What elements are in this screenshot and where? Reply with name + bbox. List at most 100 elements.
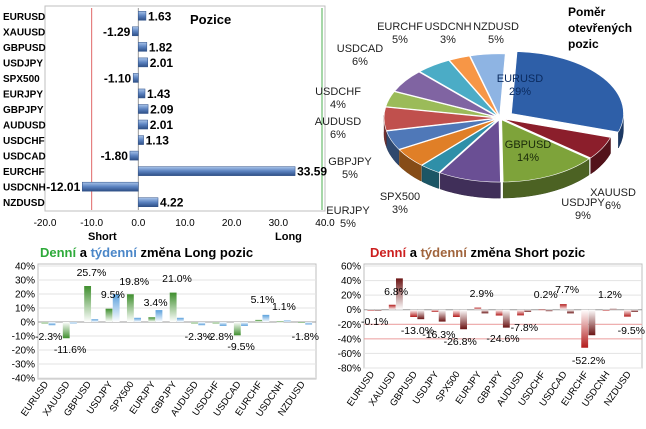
pie-slice-usdcnh <box>449 55 499 117</box>
change-bar <box>438 309 446 322</box>
pie-label-percent: 5% <box>488 34 504 46</box>
pie-label-percent: 6% <box>330 129 346 141</box>
change-bar <box>452 309 460 317</box>
change-bar <box>538 309 546 311</box>
change-bar <box>567 309 574 314</box>
positions-title: Pozice <box>190 12 231 27</box>
position-bar <box>132 73 139 83</box>
data-label: -1.8% <box>292 331 319 343</box>
pie-label-name: AUDUSD <box>315 116 362 128</box>
y-tick-label: -80% <box>338 364 361 375</box>
pie-label-name: USDCHF <box>315 86 361 98</box>
position-value-label: -12.01 <box>46 180 80 194</box>
pie-label-percent: 9% <box>575 210 591 222</box>
y-tick-label: 40% <box>341 276 361 287</box>
position-bar <box>132 26 139 37</box>
positions-x-tick: 0.0 <box>131 218 145 229</box>
pie-slice-audusd <box>383 106 497 131</box>
y-tick-label: -20% <box>338 320 361 331</box>
position-bar <box>138 104 149 114</box>
short-title-daily: Denní <box>370 245 407 260</box>
position-value-label: -1.10 <box>104 71 132 85</box>
data-label: -2.3% <box>35 331 62 343</box>
pie-label-name: XAUUSD <box>590 187 636 199</box>
change-bar <box>624 309 631 317</box>
positions-plot-frame <box>44 5 326 212</box>
positions-x-tick: -10.0 <box>80 218 103 229</box>
position-value-label: -1.29 <box>103 25 131 39</box>
pie-label-name: EURCHF <box>377 21 423 33</box>
change-bar <box>126 294 134 322</box>
position-category-label: EURJPY <box>3 89 43 100</box>
change-bar <box>198 322 206 326</box>
pie-label-percent: 29% <box>509 86 531 98</box>
data-label: 19.8% <box>119 276 149 288</box>
change-bar <box>588 309 596 336</box>
position-category-label: XAUUSD <box>3 27 45 38</box>
pie-label-name: NZDUSD <box>473 21 519 33</box>
data-label: -52.2% <box>572 355 605 367</box>
pie-label-name: EURJPY <box>326 205 370 217</box>
data-label: 1.1% <box>272 301 296 313</box>
pie-slice-usdchf <box>385 91 497 118</box>
change-bar <box>41 322 49 324</box>
pie-title-line-1: Poměr <box>568 5 606 19</box>
positions-x-tick: 20.0 <box>222 218 242 229</box>
pie-label-percent: 3% <box>392 204 408 216</box>
y-tick-label: 20% <box>341 291 361 302</box>
change-bar <box>410 309 418 317</box>
data-label: -11.6% <box>54 344 87 356</box>
change-bar <box>262 314 270 322</box>
data-label: -0.1% <box>361 316 388 328</box>
change-bar <box>169 292 177 322</box>
position-bar <box>138 42 148 52</box>
pie-slice-usdcad <box>394 71 497 118</box>
change-bar <box>298 322 305 323</box>
pie-slice-nzdusd <box>469 53 506 117</box>
y-tick-label: 20% <box>15 290 35 301</box>
long-title-weekly: týdenní <box>91 245 138 260</box>
pie-label-percent: 6% <box>352 56 368 68</box>
change-bar <box>602 309 610 311</box>
data-label: 21.0% <box>162 273 192 285</box>
pie-slice-eurusd <box>511 51 624 133</box>
positions-x-tick: 40.0 <box>315 218 335 229</box>
y-tick-label: -10% <box>12 332 35 343</box>
position-bar <box>138 57 148 68</box>
position-bar <box>138 197 159 207</box>
y-tick-label: 30% <box>15 276 35 287</box>
change-bar <box>176 317 184 322</box>
change-bar <box>91 319 99 322</box>
pie-title-line-2: otevřených <box>568 21 632 35</box>
positions-x-tick: -20.0 <box>34 218 57 229</box>
position-value-label: 1.13 <box>146 134 170 148</box>
position-category-label: EURCHF <box>3 167 45 178</box>
change-bar <box>191 322 198 324</box>
pie-slice-gbpusd <box>501 119 590 183</box>
long-title-and: a <box>76 245 90 260</box>
y-tick-label: -40% <box>12 374 35 385</box>
change-bar <box>581 309 589 348</box>
pie-label-percent: 14% <box>517 152 539 164</box>
change-bar <box>374 309 382 311</box>
change-bar <box>48 322 56 326</box>
change-bar <box>212 322 220 324</box>
pie-slice-eurjpy <box>398 119 498 166</box>
data-label: 2.9% <box>470 288 494 300</box>
position-value-label: 33.59 <box>297 165 327 179</box>
position-bar <box>82 181 139 192</box>
data-label: -2.8% <box>206 331 233 343</box>
y-tick-label: -40% <box>338 334 361 345</box>
position-value-label: 1.82 <box>149 40 173 54</box>
positions-x-tick: 30.0 <box>269 218 289 229</box>
pie-label-name: EURUSD <box>497 73 544 85</box>
change-bar <box>112 294 120 322</box>
y-tick-label: -30% <box>12 360 35 371</box>
change-bar <box>631 309 639 312</box>
data-label: -13.0% <box>401 325 434 337</box>
position-value-label: 2.09 <box>150 103 174 117</box>
position-value-label: 2.01 <box>150 118 174 132</box>
pie-label-name: GBPUSD <box>505 139 552 151</box>
change-bar <box>305 322 313 325</box>
